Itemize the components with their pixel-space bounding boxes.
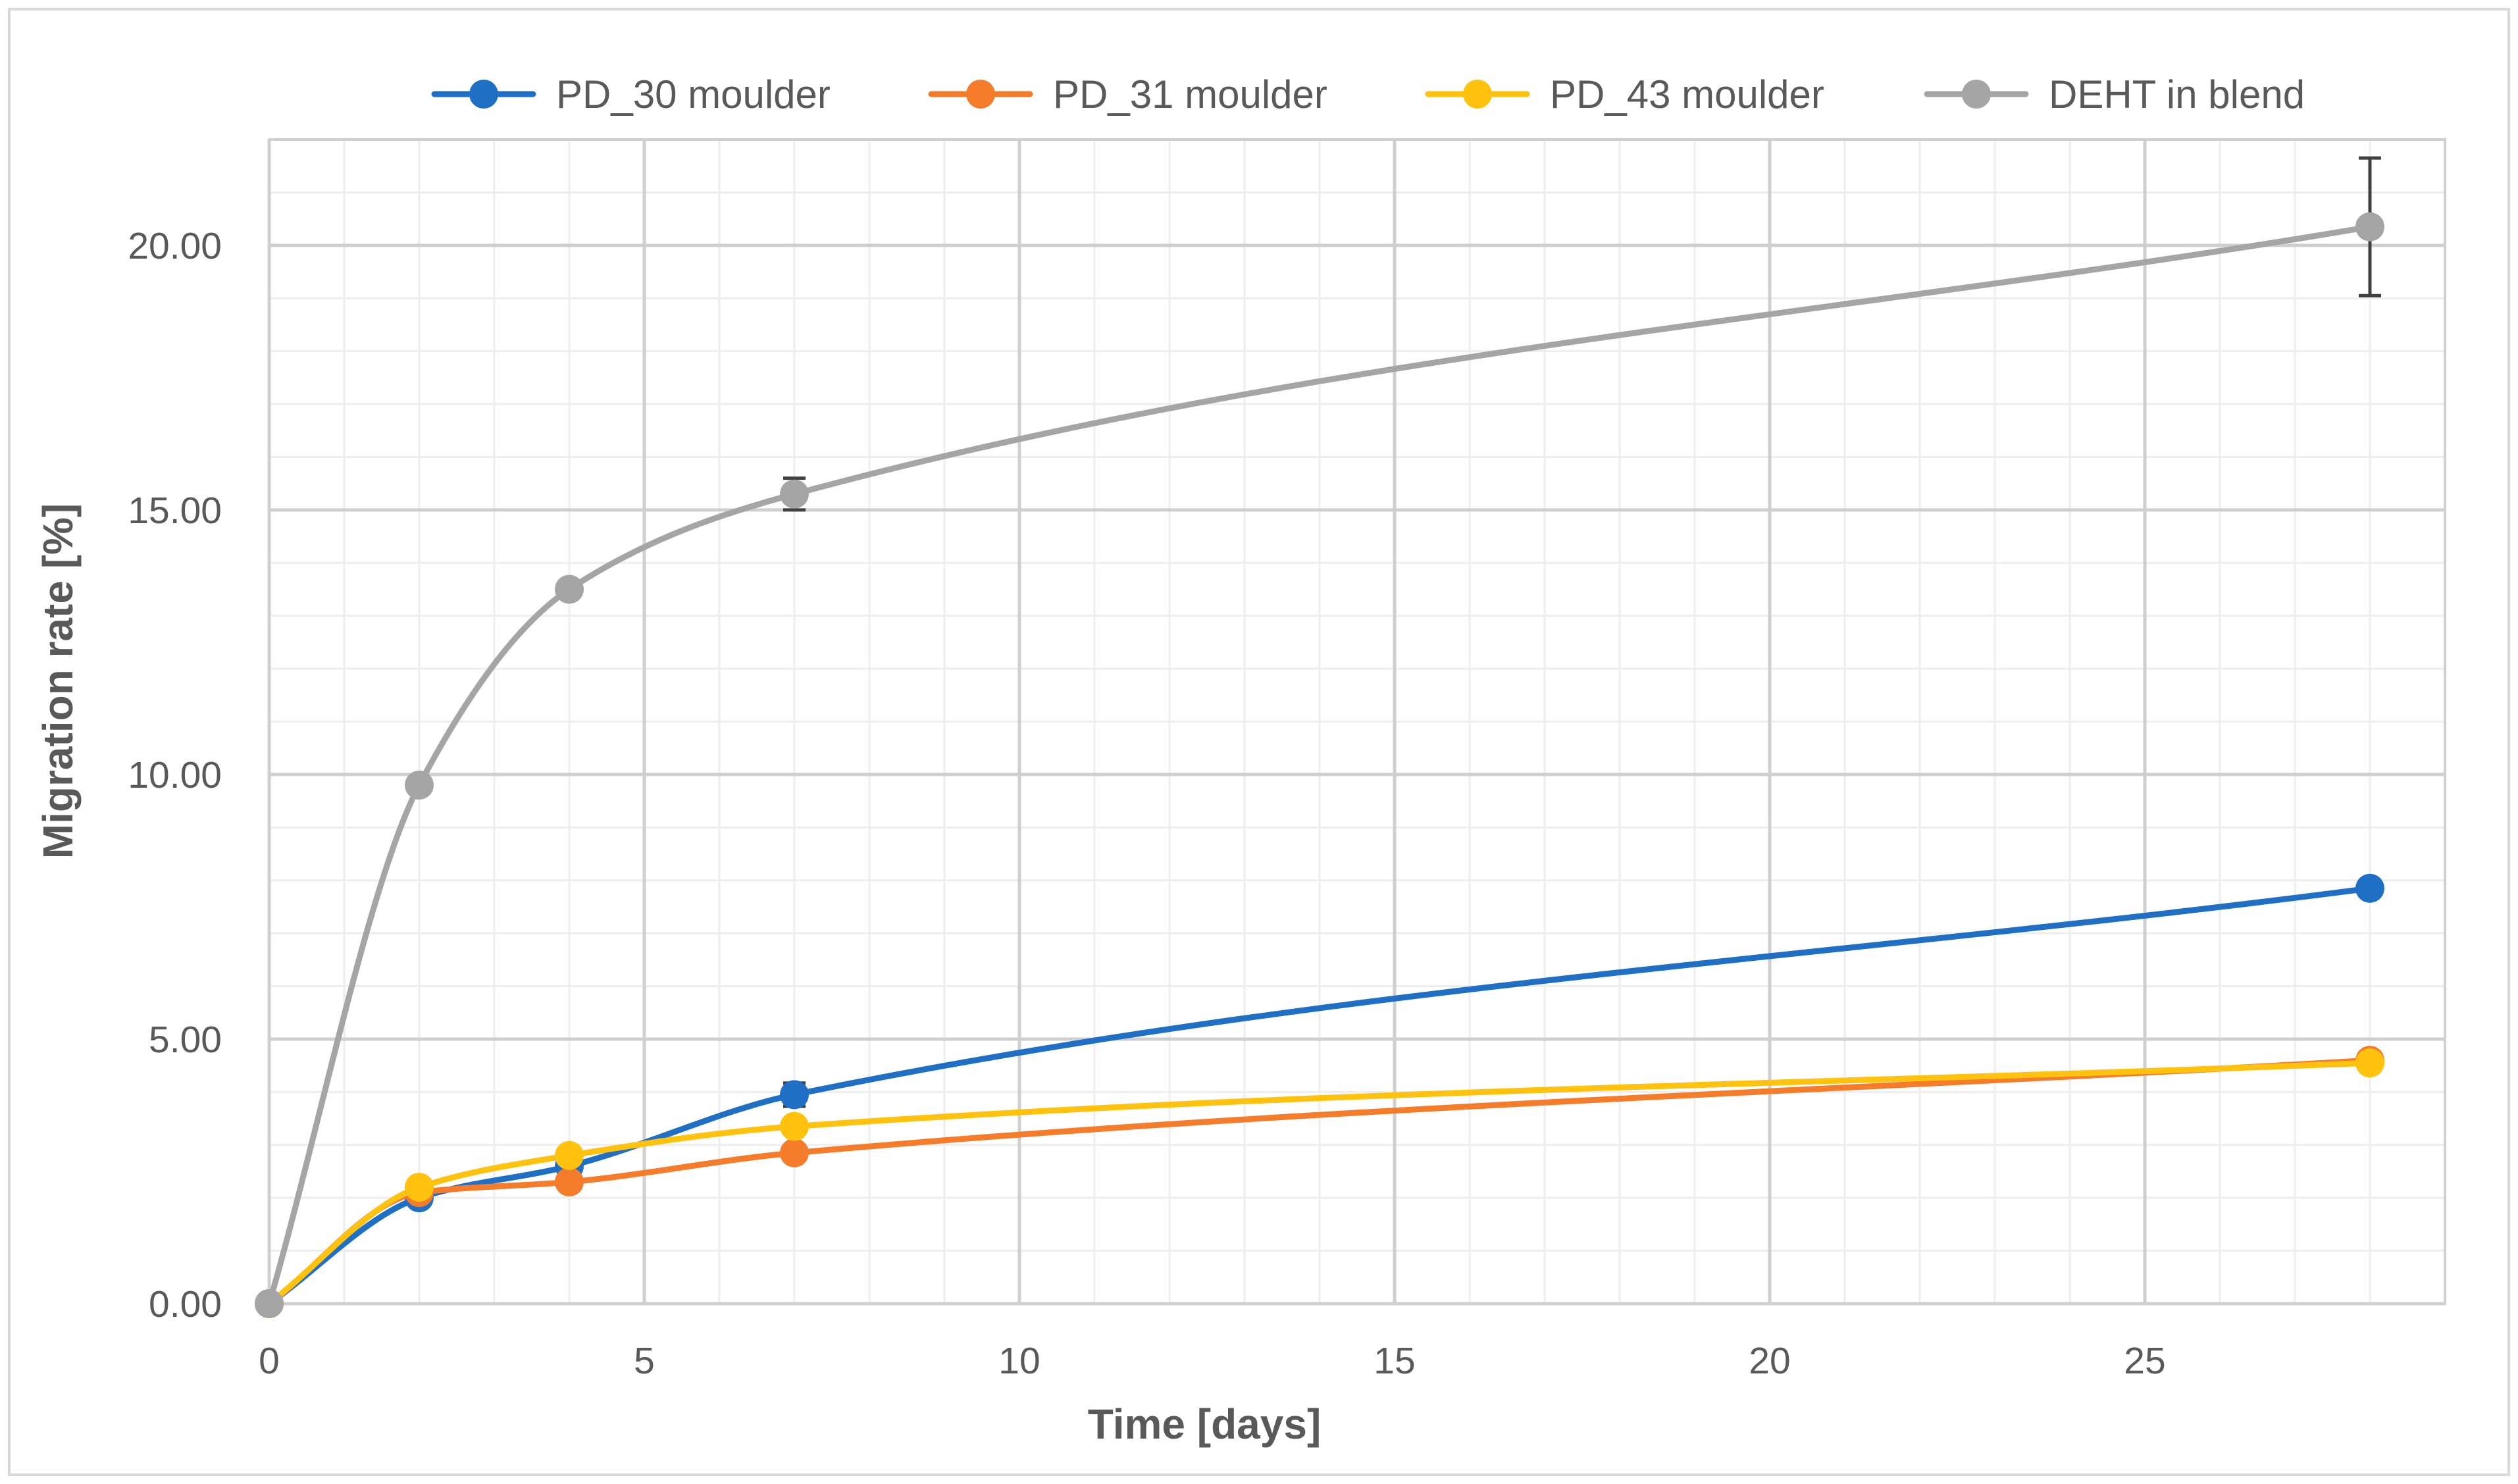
legend-label: PD_43 moulder xyxy=(1550,72,1824,116)
data-point-pd-43-moulder xyxy=(405,1173,434,1202)
legend-label: PD_31 moulder xyxy=(1053,72,1327,116)
data-point-pd-30-moulder xyxy=(780,1080,809,1109)
x-tick-label: 20 xyxy=(1749,1340,1790,1382)
data-point-pd-43-moulder xyxy=(780,1112,809,1141)
chart-container: 0.00 5.00 10.00 15.00 20.00 0 5 10 15 20 25 PD_30… xyxy=(0,0,2518,1484)
x-tick-label: 0 xyxy=(259,1340,280,1382)
chart-border xyxy=(9,9,2509,1475)
data-point-pd-43-moulder xyxy=(2355,1048,2384,1077)
y-tick-label: 10.00 xyxy=(128,754,222,796)
data-point-pd-30-moulder xyxy=(2355,874,2384,903)
y-tick-label: 20.00 xyxy=(128,225,222,267)
legend-label: DEHT in blend xyxy=(2049,72,2305,116)
legend-marker xyxy=(1463,80,1492,109)
data-point-pd-31-moulder xyxy=(555,1167,584,1196)
data-point-deht-in-blend xyxy=(255,1289,284,1318)
legend-label: PD_30 moulder xyxy=(556,72,831,116)
data-point-deht-in-blend xyxy=(780,480,809,509)
y-tick-label: 0.00 xyxy=(149,1283,222,1325)
data-point-deht-in-blend xyxy=(2355,213,2384,242)
data-point-pd-31-moulder xyxy=(780,1139,809,1167)
data-point-deht-in-blend xyxy=(405,771,434,800)
y-axis-title: Migration rate [%] xyxy=(34,503,82,859)
y-tick-label: 15.00 xyxy=(128,490,222,532)
x-tick-label: 15 xyxy=(1374,1340,1415,1382)
y-tick-label: 5.00 xyxy=(149,1019,222,1061)
legend-marker xyxy=(469,80,498,109)
x-axis-title: Time [days] xyxy=(1088,1400,1322,1448)
x-tick-label: 5 xyxy=(634,1340,655,1382)
x-tick-label: 25 xyxy=(2124,1340,2165,1382)
legend-marker xyxy=(966,80,995,109)
data-point-pd-43-moulder xyxy=(555,1141,584,1170)
data-point-deht-in-blend xyxy=(555,575,584,603)
x-tick-label: 10 xyxy=(998,1340,1040,1382)
line-chart: 0.00 5.00 10.00 15.00 20.00 0 5 10 15 20 25 PD_30… xyxy=(0,0,2518,1484)
legend-marker xyxy=(1962,80,1991,109)
